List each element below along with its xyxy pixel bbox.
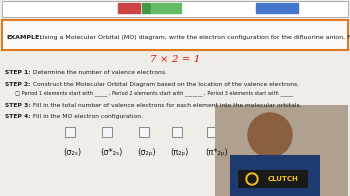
Bar [172,127,182,137]
Bar [2,1,348,17]
Text: Using a Molecular Orbital (MO) diagram, write the electron configuration for the: Using a Molecular Orbital (MO) diagram, … [38,34,350,40]
Bar [238,170,308,188]
Text: STEP 4:: STEP 4: [5,113,31,119]
Bar [118,3,140,13]
Text: Fill in the total number of valence electrons for each element into the molecula: Fill in the total number of valence elec… [31,103,301,107]
Text: (σ₂ₛ): (σ₂ₛ) [63,148,81,156]
Text: (π*₂ₚ): (π*₂ₚ) [205,148,228,156]
Bar [215,105,348,196]
Text: 7 × 2 = 1: 7 × 2 = 1 [150,54,200,64]
Bar [102,127,112,137]
Text: STEP 3:: STEP 3: [5,103,31,107]
Bar [142,3,150,13]
Bar [151,3,181,13]
Text: EXAMPLE:: EXAMPLE: [6,34,42,40]
Text: (π₂ₚ): (π₂ₚ) [170,148,188,156]
Text: STEP 1:: STEP 1: [5,70,31,74]
Bar [65,127,75,137]
Bar [207,127,217,137]
Text: Fill in the MO electron configuration.: Fill in the MO electron configuration. [31,113,143,119]
Bar [256,3,298,13]
Bar [230,155,320,196]
Bar [2,20,348,50]
Circle shape [248,113,292,157]
Text: Determine the number of valence electrons.: Determine the number of valence electron… [31,70,167,74]
Text: CLUTCH: CLUTCH [268,176,299,182]
Text: STEP 2:: STEP 2: [5,82,30,86]
Text: (σ₂ₚ): (σ₂ₚ) [137,148,156,156]
Circle shape [248,175,256,183]
Circle shape [246,173,258,185]
Text: Construct the Molecular Orbital Diagram based on the location of the valence ele: Construct the Molecular Orbital Diagram … [31,82,299,86]
Text: (σ*₂ₛ): (σ*₂ₛ) [100,148,122,156]
Bar [139,127,149,137]
Text: □ Period 1 elements start with _____ , Period 2 elements start with _______ , Pe: □ Period 1 elements start with _____ , P… [12,90,293,96]
